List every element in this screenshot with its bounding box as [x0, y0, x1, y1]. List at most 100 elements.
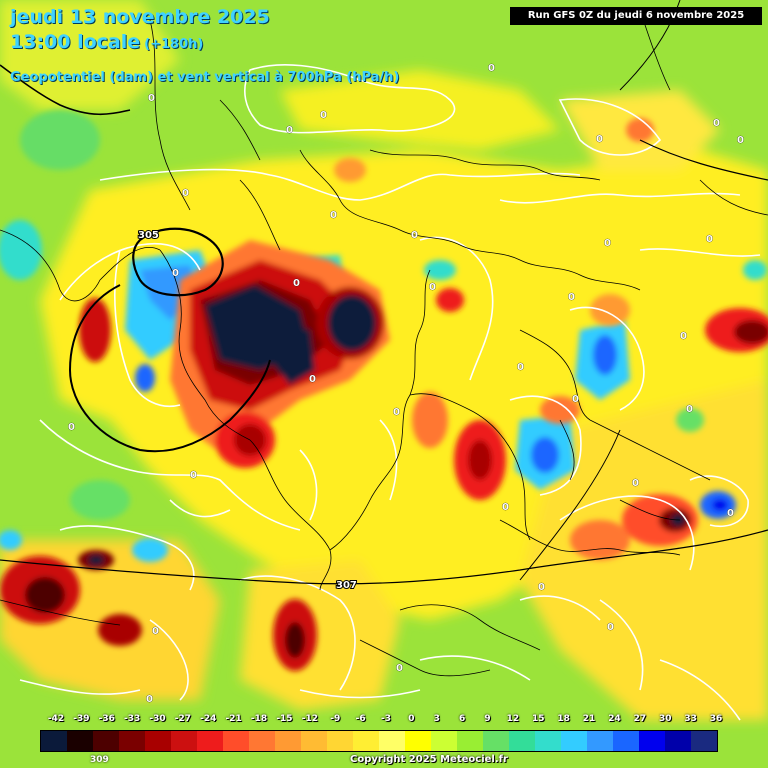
legend-swatch: [509, 731, 535, 751]
legend-tick-label: 18: [557, 714, 570, 724]
zero-label: 0: [148, 93, 155, 104]
zero-label: 0: [680, 331, 687, 342]
legend-tick-label: -36: [98, 714, 115, 724]
model-run-label: Run GFS 0Z du jeudi 6 novembre 2025: [510, 7, 762, 25]
isohypse-309: [0, 64, 131, 116]
legend-swatch: [67, 731, 93, 751]
legend-swatch: [327, 731, 353, 751]
legend-tick-label: 27: [633, 714, 647, 724]
zero-label: 0: [411, 230, 418, 241]
coastlines: [0, 9, 768, 677]
legend-tick-label: 6: [459, 714, 466, 724]
isohypse-label-309: 309: [90, 755, 109, 765]
isohypse-313: [519, 429, 621, 581]
zero-contours: [19, 64, 761, 721]
zero-label: 0: [293, 278, 300, 289]
legend-swatch: [249, 731, 275, 751]
zero-label: 0: [632, 478, 639, 489]
zero-label: 0: [727, 508, 734, 519]
zero-label: 0: [517, 362, 524, 373]
zero-label: 0: [706, 234, 713, 245]
zero-label: 0: [190, 470, 197, 481]
legend-tick-label: 33: [684, 714, 697, 724]
isohypse-307-south: [0, 529, 768, 585]
legend-tick-label: -3: [381, 714, 391, 724]
zero-label: 0: [713, 118, 720, 129]
zero-label: 0: [488, 63, 495, 74]
isohypse-305: [132, 227, 224, 297]
legend-swatch: [457, 731, 483, 751]
zero-label: 0: [572, 394, 579, 405]
zero-label: 0: [568, 292, 575, 303]
yellow-regions: [0, 0, 768, 720]
descent-regions: [0, 118, 768, 671]
legend-swatch: [301, 731, 327, 751]
zero-label: 0: [737, 135, 744, 146]
legend-tick-label: 15: [532, 714, 545, 724]
forecast-date-title: jeudi 13 novembre 2025: [10, 6, 270, 28]
zero-label: 0: [604, 238, 611, 249]
isohypse-label-307: 307: [336, 580, 357, 591]
copyright-notice: Copyright 2025 Meteociel.fr: [350, 754, 508, 765]
legend-swatch: [691, 731, 717, 751]
legend-swatch: [93, 731, 119, 751]
legend-swatch: [587, 731, 613, 751]
zero-label: 0: [393, 407, 400, 418]
zero-label: 0: [309, 374, 316, 385]
zero-labels: 0 0 0 0 0 0 0 0 0 0 0 0 0 0 0 0 0 0 0 0 …: [68, 63, 745, 706]
legend-tick-label: 30: [658, 714, 672, 724]
legend-swatch: [145, 731, 171, 751]
forecast-time-title: 13:00 locale (+180h): [10, 31, 203, 53]
legend-swatch: [535, 731, 561, 751]
legend-swatch: [431, 731, 457, 751]
legend-tick-label: -12: [301, 714, 318, 724]
legend-tick-label: 9: [484, 714, 491, 724]
legend-scale-labels: -42 -39 -36 -33 -30 -27 -24 -21 -18 -15 -12 -9 -6 -3 0…: [0, 714, 768, 728]
legend-tick-label: -27: [174, 714, 192, 724]
legend-color-bar: [40, 730, 718, 752]
legend-tick-label: 24: [608, 714, 621, 724]
legend-tick-label: -6: [355, 714, 366, 724]
legend-tick-label: -24: [200, 714, 217, 724]
legend-swatch: [119, 731, 145, 751]
zero-label: 0: [68, 422, 75, 433]
legend-tick-label: -9: [330, 714, 341, 724]
legend-tick-label: 36: [709, 714, 723, 724]
legend-swatch: [379, 731, 405, 751]
legend-swatch: [197, 731, 223, 751]
legend-tick-label: -18: [250, 714, 268, 724]
legend-swatch: [639, 731, 665, 751]
legend-swatch: [483, 731, 509, 751]
forecast-lead-time: (+180h): [144, 37, 204, 52]
legend-tick-label: -33: [124, 714, 141, 724]
zero-label: 0: [686, 404, 693, 415]
legend-tick-label: 3: [433, 714, 440, 724]
legend-swatch: [665, 731, 691, 751]
legend-swatch: [405, 731, 431, 751]
legend-swatch: [41, 731, 67, 751]
legend-tick-label: -15: [276, 714, 293, 724]
zero-label: 0: [286, 125, 293, 136]
legend-tick-label: -30: [149, 714, 166, 724]
zero-label: 0: [146, 694, 153, 705]
isohypse-311: [639, 139, 768, 181]
isohypse-307: [68, 284, 271, 453]
zero-label: 0: [320, 110, 327, 121]
zero-label: 0: [502, 502, 509, 513]
legend-tick-label: -42: [47, 714, 65, 724]
legend-tick-label: -39: [73, 714, 90, 724]
legend-swatch: [275, 731, 301, 751]
legend-swatch: [353, 731, 379, 751]
legend-swatch: [613, 731, 639, 751]
forecast-local-time: 13:00 locale: [10, 31, 141, 53]
map-subtitle: Geopotentiel (dam) et vent vertical à 70…: [10, 70, 400, 85]
zero-label: 0: [172, 268, 179, 279]
zero-label: 0: [607, 622, 614, 633]
legend-tick-label: 12: [506, 714, 520, 724]
isohypse-label-305: 305: [138, 230, 159, 241]
zero-label: 0: [152, 626, 159, 637]
zero-label: 0: [396, 663, 403, 674]
zero-label: 0: [182, 188, 189, 199]
zero-label: 0: [429, 282, 436, 293]
